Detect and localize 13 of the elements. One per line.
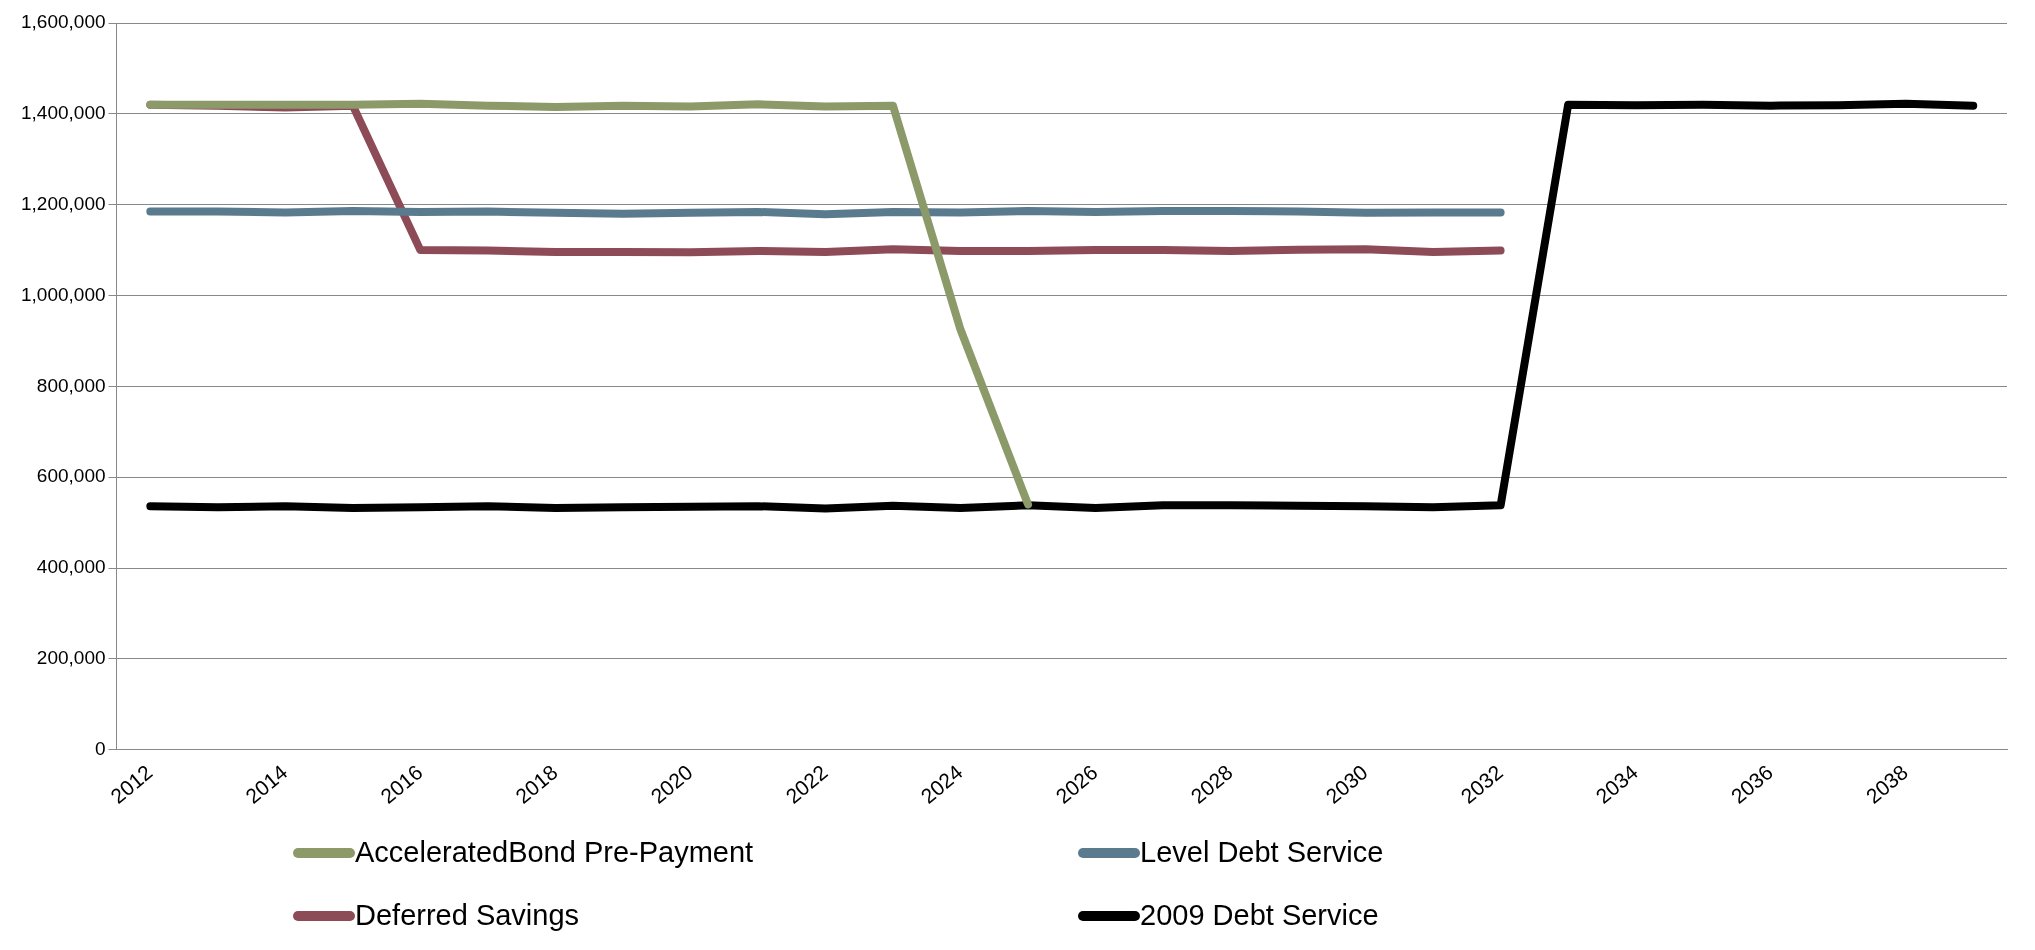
y-tick-label: 400,000 [36, 556, 106, 578]
y-tick-label: 1,600,000 [20, 11, 106, 33]
legend-label: Level Debt Service [1140, 836, 1384, 869]
y-tick-label: 0 [94, 737, 106, 759]
legend-label: Deferred Savings [355, 899, 580, 932]
y-tick-label: 800,000 [36, 374, 106, 396]
y-tick-label: 200,000 [36, 647, 106, 669]
y-tick-label: 600,000 [36, 465, 106, 487]
y-tick-label: 1,200,000 [20, 192, 106, 214]
y-tick-label: 1,000,000 [20, 283, 106, 305]
legend-label: 2009 Debt Service [1140, 899, 1379, 932]
legend-label: AcceleratedBond Pre-Payment [355, 836, 754, 869]
y-tick-label: 1,400,000 [20, 102, 106, 124]
